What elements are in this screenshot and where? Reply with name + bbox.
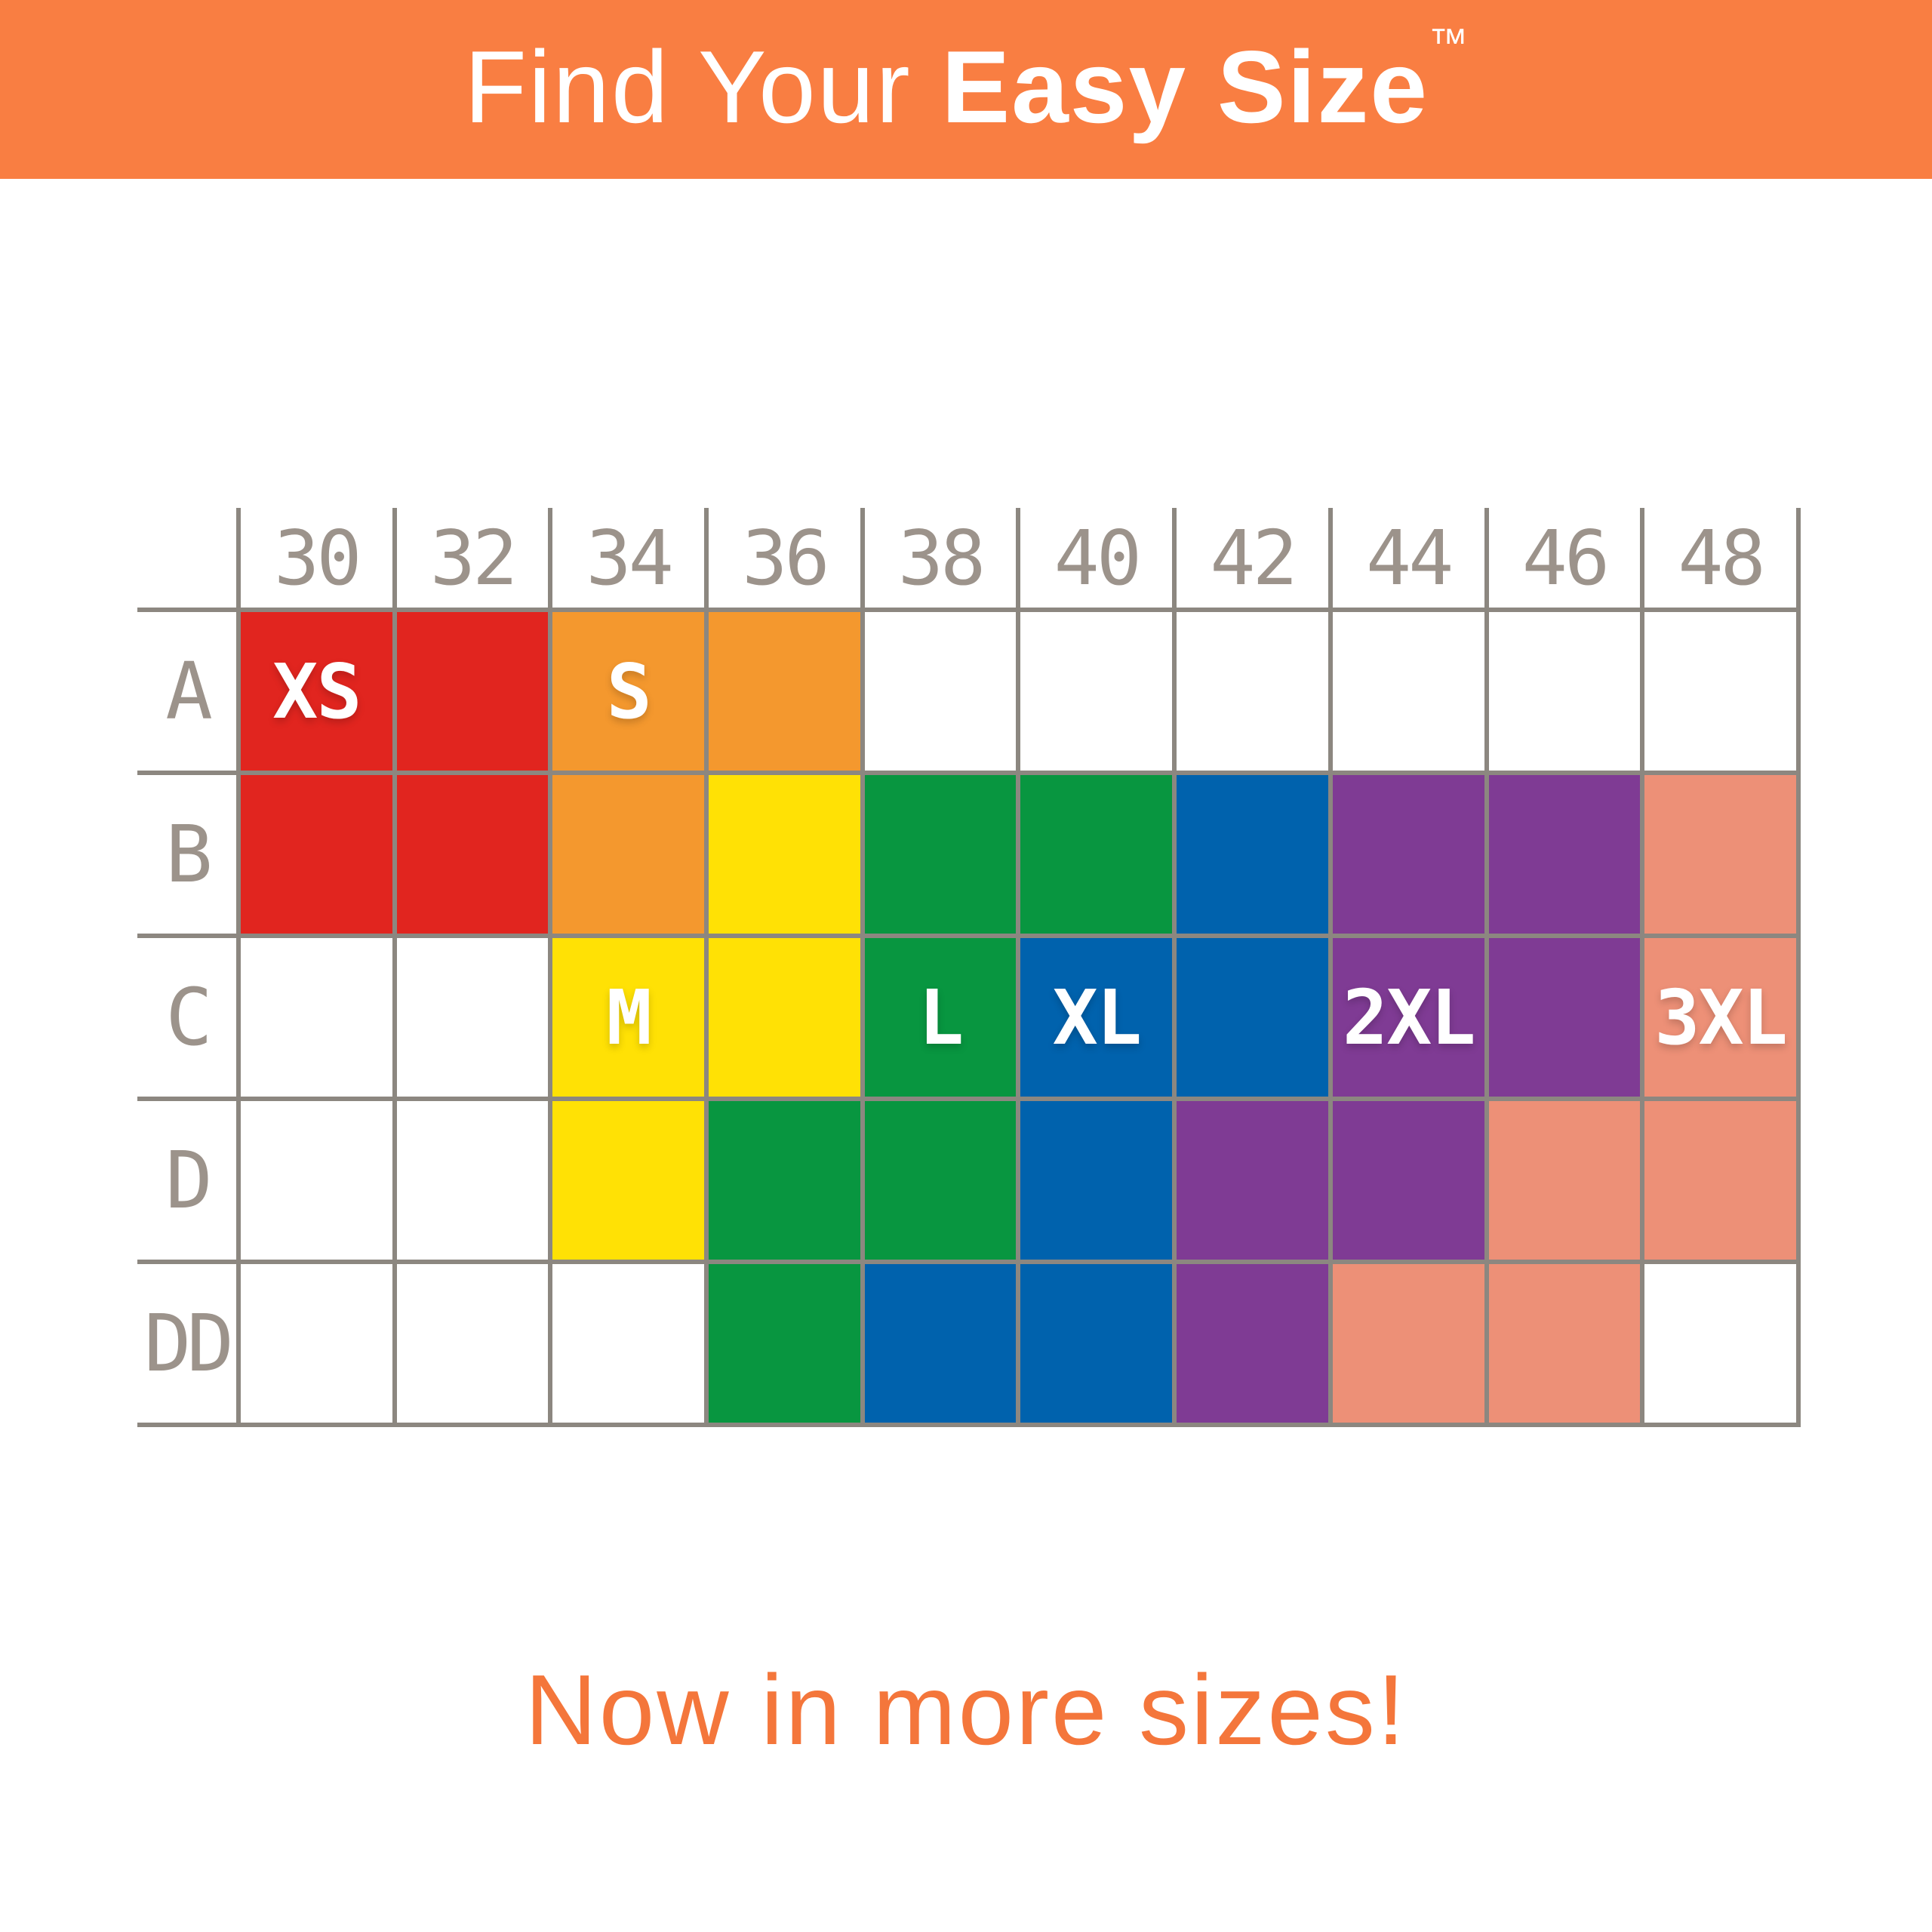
size-cell-B-40 xyxy=(1020,775,1173,934)
size-cell-B-46 xyxy=(1488,775,1641,934)
size-cell-B-34 xyxy=(552,775,705,934)
size-cell-D-38 xyxy=(864,1101,1017,1260)
column-header-48: 48 xyxy=(1644,508,1796,608)
row-label-DD-label: DD xyxy=(143,1297,234,1389)
size-cell-A-42 xyxy=(1177,612,1328,771)
column-header-30-label: 30 xyxy=(274,513,361,602)
row-label-DD: DD xyxy=(137,1264,236,1423)
trademark-symbol: ™ xyxy=(1429,20,1468,65)
size-cell-D-32 xyxy=(396,1101,549,1260)
size-cell-C-36 xyxy=(709,938,860,1097)
size-cell-C-48-label: 3XL xyxy=(1654,973,1788,1062)
size-cell-A-46 xyxy=(1488,612,1641,771)
size-cell-A-36 xyxy=(709,612,860,771)
title-prefix: Find Your xyxy=(463,29,942,144)
grid-corner-cell xyxy=(137,508,236,608)
size-cell-A-34-label: S xyxy=(606,647,652,736)
column-header-34: 34 xyxy=(552,508,705,608)
row-label-D-label: D xyxy=(165,1134,213,1226)
tagline-text: Now in more sizes! xyxy=(525,1654,1407,1765)
size-cell-B-44 xyxy=(1332,775,1484,934)
column-header-36: 36 xyxy=(709,508,860,608)
size-cell-DD-32 xyxy=(396,1264,549,1423)
column-header-40: 40 xyxy=(1020,508,1173,608)
size-cell-D-44 xyxy=(1332,1101,1484,1260)
size-cell-C-44: 2XL xyxy=(1332,938,1484,1097)
column-header-42: 42 xyxy=(1177,508,1328,608)
size-cell-DD-38 xyxy=(864,1264,1017,1423)
size-cell-C-40-label: XL xyxy=(1052,973,1142,1062)
size-cell-C-30 xyxy=(241,938,392,1097)
column-header-44-label: 44 xyxy=(1366,513,1454,602)
size-cell-D-42 xyxy=(1177,1101,1328,1260)
size-cell-B-32 xyxy=(396,775,549,934)
size-cell-D-40 xyxy=(1020,1101,1173,1260)
size-cell-C-46 xyxy=(1488,938,1641,1097)
size-cell-DD-44 xyxy=(1332,1264,1484,1423)
size-cell-A-32 xyxy=(396,612,549,771)
size-cell-A-30: XS xyxy=(241,612,392,771)
size-cell-C-38: L xyxy=(864,938,1017,1097)
size-cell-DD-30 xyxy=(241,1264,392,1423)
title-emphasis: Easy Size xyxy=(941,29,1429,144)
size-cell-DD-42 xyxy=(1177,1264,1328,1423)
column-header-38-label: 38 xyxy=(897,513,986,602)
size-cell-B-30 xyxy=(241,775,392,934)
row-label-A: A xyxy=(137,612,236,771)
size-cell-B-36 xyxy=(709,775,860,934)
size-cell-C-38-label: L xyxy=(918,973,964,1062)
size-cell-B-48 xyxy=(1644,775,1796,934)
row-label-C-label: C xyxy=(165,971,213,1063)
size-cell-C-48: 3XL xyxy=(1644,938,1796,1097)
size-cell-D-30 xyxy=(241,1101,392,1260)
size-cell-A-44 xyxy=(1332,612,1484,771)
row-label-D: D xyxy=(137,1101,236,1260)
size-cell-DD-40 xyxy=(1020,1264,1173,1423)
size-cell-B-42 xyxy=(1177,775,1328,934)
size-chart-grid: 30 32 34 36 38 40 42 44 46 48 A XS S B C M L XL 2XL 3XL D DD xyxy=(137,508,1801,1427)
column-header-38: 38 xyxy=(864,508,1017,608)
size-cell-C-34: M xyxy=(552,938,705,1097)
size-cell-A-38 xyxy=(864,612,1017,771)
size-cell-A-34: S xyxy=(552,612,705,771)
column-header-32-label: 32 xyxy=(429,513,518,602)
size-cell-DD-48 xyxy=(1644,1264,1796,1423)
column-header-42-label: 42 xyxy=(1210,513,1297,602)
size-cell-A-48 xyxy=(1644,612,1796,771)
size-cell-C-44-label: 2XL xyxy=(1342,973,1476,1062)
column-header-46-label: 46 xyxy=(1521,513,1610,602)
size-cell-B-38 xyxy=(864,775,1017,934)
size-cell-DD-34 xyxy=(552,1264,705,1423)
column-header-44: 44 xyxy=(1332,508,1484,608)
column-header-46: 46 xyxy=(1488,508,1641,608)
size-cell-C-32 xyxy=(396,938,549,1097)
row-label-A-label: A xyxy=(165,645,213,737)
column-header-40-label: 40 xyxy=(1054,513,1142,602)
page-title: Find Your Easy Size™ xyxy=(463,21,1468,146)
size-cell-D-34 xyxy=(552,1101,705,1260)
title-banner: Find Your Easy Size™ xyxy=(0,0,1932,179)
size-cell-D-36 xyxy=(709,1101,860,1260)
column-header-32: 32 xyxy=(396,508,549,608)
column-header-34-label: 34 xyxy=(586,513,674,602)
size-cell-C-40: XL xyxy=(1020,938,1173,1097)
column-header-36-label: 36 xyxy=(742,513,829,602)
size-cell-DD-36 xyxy=(709,1264,860,1423)
size-cell-A-40 xyxy=(1020,612,1173,771)
column-header-30: 30 xyxy=(241,508,392,608)
column-header-48-label: 48 xyxy=(1678,513,1765,602)
row-label-B: B xyxy=(137,775,236,934)
size-cell-C-34-label: M xyxy=(606,973,652,1062)
size-cell-A-30-label: XS xyxy=(272,647,361,736)
size-cell-DD-46 xyxy=(1488,1264,1641,1423)
size-cell-C-42 xyxy=(1177,938,1328,1097)
size-cell-D-46 xyxy=(1488,1101,1641,1260)
size-cell-D-48 xyxy=(1644,1101,1796,1260)
row-label-B-label: B xyxy=(165,808,213,900)
row-label-C: C xyxy=(137,938,236,1097)
